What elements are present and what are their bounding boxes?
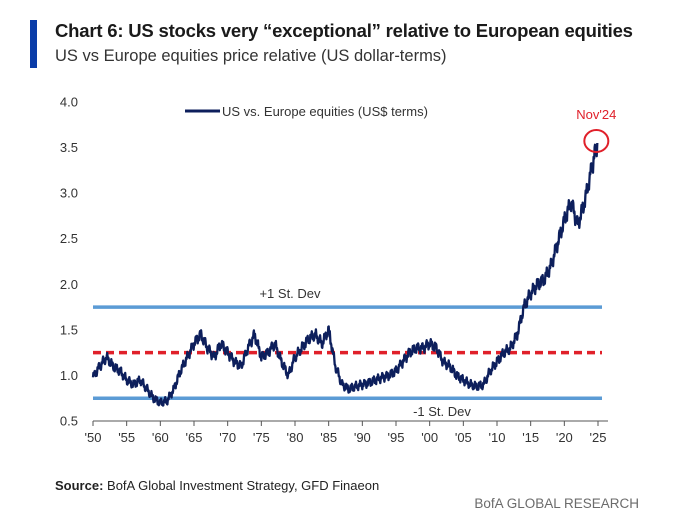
x-tick-label: '00 [421,430,438,445]
x-tick-label: '90 [354,430,371,445]
chart-title: Chart 6: US stocks very “exceptional” re… [55,20,633,41]
y-tick-label: 1.0 [60,368,78,383]
brand-label: BofA GLOBAL RESEARCH [474,496,639,511]
x-tick-label: '60 [152,430,169,445]
chart-subtitle: US vs Europe equities price relative (US… [55,47,447,65]
x-tick-label: '75 [253,430,270,445]
minus-one-std-dev-label: -1 St. Dev [413,404,471,419]
y-tick-label: 0.5 [60,414,78,429]
plus-one-std-dev-label: +1 St. Dev [259,286,321,301]
x-tick-label: '85 [320,430,337,445]
source-text: BofA Global Investment Strategy, GFD Fin… [107,478,380,493]
title-accent-bar [30,20,37,68]
x-tick-label: '25 [590,430,607,445]
highlight-circle [583,129,610,154]
y-tick-label: 2.5 [60,231,78,246]
annotation-label: Nov'24 [576,107,616,122]
y-tick-label: 3.0 [60,186,78,201]
x-tick-label: '20 [556,430,573,445]
x-tick-label: '55 [118,430,135,445]
x-tick-label: '10 [489,430,506,445]
x-tick-label: '05 [455,430,472,445]
x-tick-label: '80 [287,430,304,445]
chart-canvas: 0.5 1.0 1.5 2.0 2.5 3.0 3.5 4.0 '50 '55 '60 '65 '70 '… [60,95,616,446]
x-tick-label: '70 [219,430,236,445]
y-tick-label: 1.5 [60,322,78,337]
series-line-us-vs-europe [91,142,599,407]
y-tick-label: 2.0 [60,277,78,292]
source-note: Source: BofA Global Investment Strategy,… [55,478,379,493]
x-tick-label: '15 [522,430,539,445]
x-tick-label: '65 [186,430,203,445]
x-tick-label: '50 [85,430,102,445]
y-tick-label: 3.5 [60,140,78,155]
legend-label: US vs. Europe equities (US$ terms) [222,104,428,119]
y-tick-label: 4.0 [60,95,78,110]
source-label: Source: [55,478,104,493]
x-tick-label: '95 [388,430,405,445]
